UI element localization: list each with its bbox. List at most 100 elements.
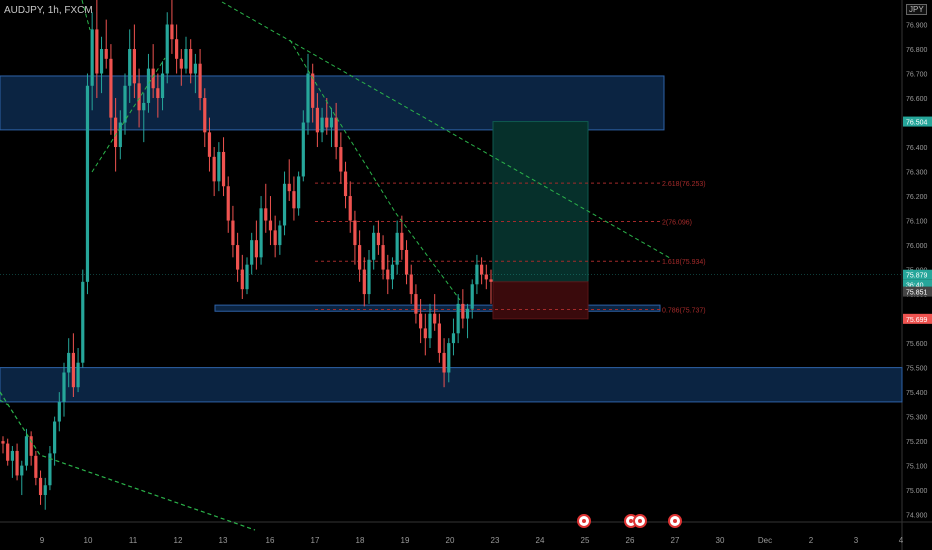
candle-body[interactable] — [376, 232, 380, 246]
candle-body[interactable] — [240, 269, 244, 290]
candle-body[interactable] — [329, 117, 334, 128]
candle-body[interactable] — [358, 245, 362, 270]
candle-body[interactable] — [29, 436, 33, 456]
candle-body[interactable] — [273, 230, 277, 246]
candle-body[interactable] — [34, 455, 38, 478]
candle-body[interactable] — [428, 313, 432, 339]
candle-body[interactable] — [1, 441, 5, 444]
candle-body[interactable] — [264, 208, 268, 221]
candle-body[interactable] — [160, 73, 165, 99]
candle-body[interactable] — [306, 73, 310, 123]
candle-body[interactable] — [24, 436, 29, 466]
candle-body[interactable] — [339, 147, 343, 172]
stop-loss-zone[interactable] — [492, 281, 589, 320]
candle-body[interactable] — [193, 63, 197, 74]
trendline-descending[interactable] — [289, 39, 461, 301]
candle-body[interactable] — [372, 232, 376, 260]
stop-price-tag[interactable] — [903, 313, 932, 324]
candle-body[interactable] — [95, 29, 99, 74]
candle-body[interactable] — [414, 294, 418, 314]
candle-body[interactable] — [287, 183, 291, 192]
candle-body[interactable] — [156, 88, 160, 99]
target-price-tag[interactable] — [903, 116, 932, 127]
candle-body[interactable] — [259, 208, 263, 258]
currency-label[interactable]: JPY — [906, 4, 927, 15]
candle-body[interactable] — [212, 156, 216, 182]
candle-body[interactable] — [297, 176, 301, 209]
candle-body[interactable] — [20, 465, 24, 476]
candle-body[interactable] — [198, 63, 202, 99]
candle-body[interactable] — [404, 249, 409, 275]
candle-body[interactable] — [146, 68, 151, 103]
candle-body[interactable] — [236, 245, 240, 270]
trendline-rise[interactable] — [91, 57, 166, 173]
candle-body[interactable] — [170, 24, 174, 40]
candle-body[interactable] — [367, 259, 371, 295]
candle-body[interactable] — [250, 240, 254, 265]
candle-body[interactable] — [184, 49, 188, 69]
candle-body[interactable] — [217, 151, 221, 182]
candle-body[interactable] — [71, 352, 75, 388]
candle-body[interactable] — [48, 453, 52, 486]
candle-body[interactable] — [292, 191, 296, 209]
candle-body[interactable] — [128, 49, 132, 86]
candle-body[interactable] — [221, 151, 226, 187]
candle-body[interactable] — [38, 477, 43, 496]
candle-body[interactable] — [85, 85, 90, 282]
candle-body[interactable] — [419, 313, 423, 329]
candle-body[interactable] — [456, 303, 460, 334]
candle-body[interactable] — [461, 303, 465, 319]
candle-body[interactable] — [278, 225, 282, 246]
candle-body[interactable] — [475, 264, 479, 285]
candle-body[interactable] — [189, 49, 193, 74]
candle-body[interactable] — [76, 362, 80, 388]
candle-body[interactable] — [57, 401, 61, 422]
last-price-price-tag[interactable] — [903, 269, 932, 280]
candle-body[interactable] — [203, 98, 207, 133]
candle-body[interactable] — [6, 443, 10, 461]
candle-body[interactable] — [348, 196, 352, 221]
candle-body[interactable] — [142, 102, 146, 111]
candle-body[interactable] — [104, 49, 108, 59]
candle-body[interactable] — [43, 485, 47, 496]
candle-body[interactable] — [282, 183, 287, 226]
candle-body[interactable] — [15, 450, 19, 476]
trendline-left[interactable] — [0, 399, 9, 406]
candle-body[interactable] — [123, 85, 127, 123]
candle-body[interactable] — [395, 232, 399, 265]
candle-body[interactable] — [480, 264, 484, 275]
candle-body[interactable] — [311, 73, 315, 108]
candle-body[interactable] — [390, 264, 395, 280]
candle-body[interactable] — [315, 107, 319, 133]
candle-body[interactable] — [118, 122, 122, 148]
candle-body[interactable] — [437, 323, 441, 353]
candle-body[interactable] — [409, 274, 413, 295]
candle-body[interactable] — [90, 29, 94, 86]
candle-body[interactable] — [67, 352, 71, 373]
candle-body[interactable] — [207, 132, 212, 157]
candle-body[interactable] — [442, 352, 446, 373]
candle-body[interactable] — [53, 421, 57, 454]
lower-demand-zone[interactable] — [0, 367, 903, 403]
candle-body[interactable] — [175, 39, 179, 59]
trendline-resistance[interactable] — [221, 1, 671, 259]
candle-body[interactable] — [489, 279, 493, 282]
candle-body[interactable] — [301, 122, 305, 177]
candle-body[interactable] — [320, 117, 324, 133]
candle-body[interactable] — [484, 274, 488, 280]
candle-body[interactable] — [165, 24, 169, 74]
candle-body[interactable] — [10, 450, 14, 461]
candle-body[interactable] — [226, 186, 230, 221]
candle-body[interactable] — [325, 117, 329, 128]
candle-body[interactable] — [254, 240, 258, 258]
candle-body[interactable] — [62, 372, 66, 402]
candle-body[interactable] — [179, 58, 183, 69]
candle-body[interactable] — [381, 245, 385, 270]
candle-body[interactable] — [451, 333, 456, 344]
candle-body[interactable] — [151, 68, 155, 89]
countdown-price-tag[interactable] — [903, 279, 932, 290]
candle-body[interactable] — [132, 49, 136, 84]
support-line-zone[interactable] — [214, 304, 661, 312]
